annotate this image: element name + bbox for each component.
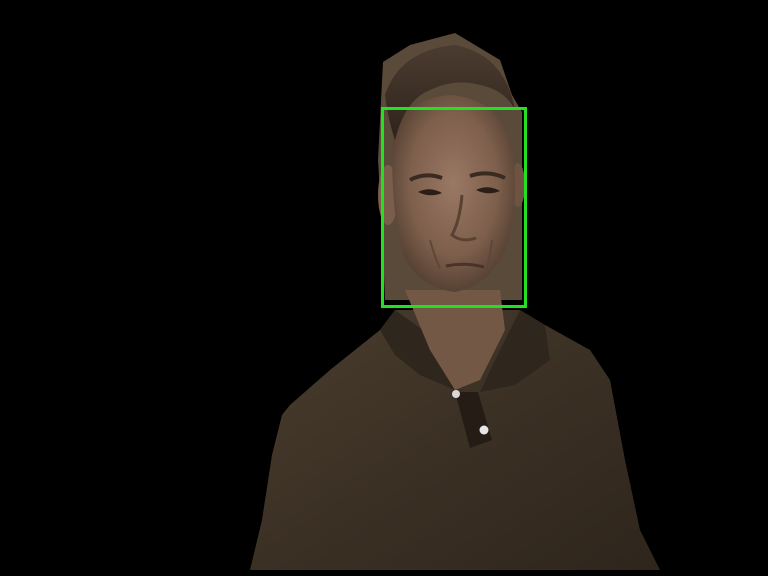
eye-right <box>476 187 500 194</box>
eye-left <box>418 189 442 196</box>
collar-right <box>480 310 550 392</box>
nose <box>450 194 477 242</box>
collar-left <box>380 310 455 390</box>
mouth <box>445 262 485 269</box>
shirt-button <box>452 390 460 398</box>
shirt <box>250 310 660 570</box>
hair <box>385 45 515 140</box>
face <box>392 95 515 292</box>
cheek-line <box>485 239 493 271</box>
shirt-button <box>479 425 489 435</box>
cheek-line <box>429 239 441 269</box>
neck <box>405 290 505 390</box>
eyebrow-left <box>409 173 443 182</box>
eyebrow-right <box>469 171 506 180</box>
face-detection-box <box>381 107 527 308</box>
